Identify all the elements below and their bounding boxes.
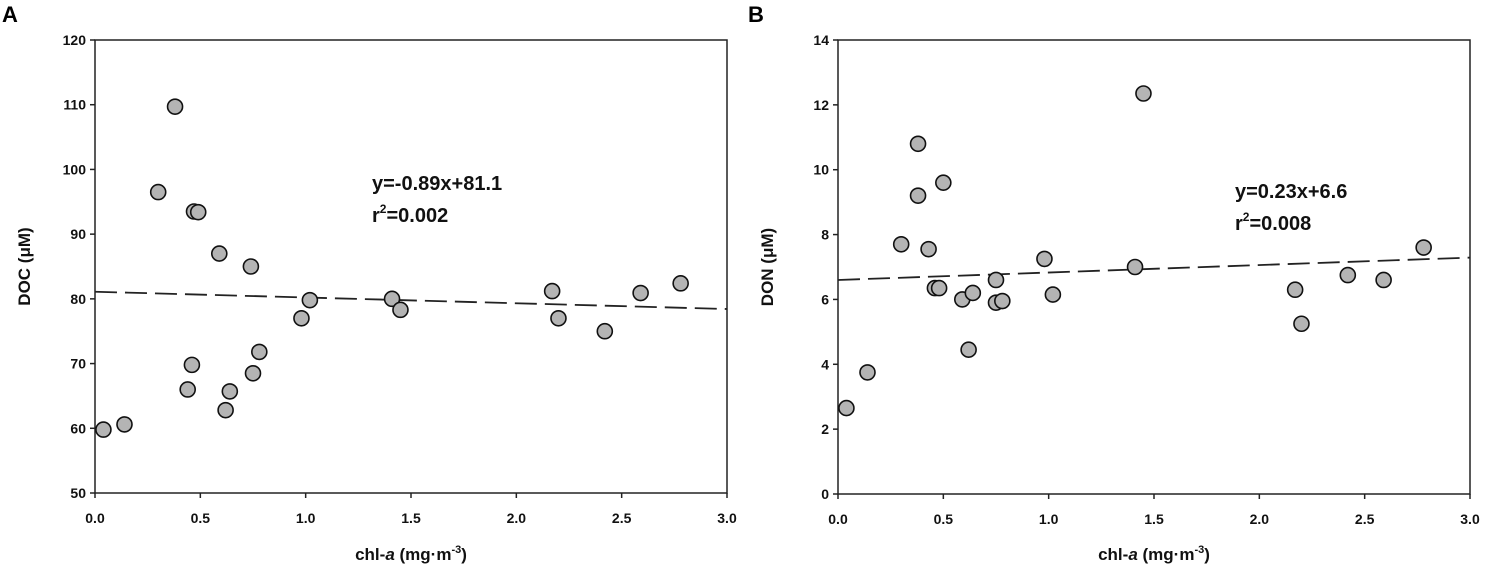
- x-tick-label: 1.0: [296, 510, 316, 526]
- data-point: [95, 421, 112, 438]
- y-axis-label: DOC (μM): [15, 227, 34, 305]
- panel-label: B: [748, 2, 764, 27]
- data-point: [1044, 286, 1062, 303]
- data-point: [1375, 271, 1392, 289]
- r-squared: r2=0.002: [372, 202, 448, 227]
- data-point: [383, 290, 401, 308]
- data-point: [930, 279, 948, 297]
- data-point: [672, 275, 689, 292]
- data-point: [1126, 258, 1144, 276]
- data-point: [210, 245, 228, 262]
- data-point: [909, 187, 927, 204]
- data-point: [217, 401, 234, 419]
- data-point: [1135, 85, 1152, 102]
- data-point: [392, 301, 409, 319]
- data-point: [149, 183, 167, 201]
- data-point: [166, 98, 184, 115]
- y-tick-label: 80: [70, 291, 86, 307]
- data-point: [632, 284, 649, 302]
- y-tick-label: 90: [70, 226, 86, 242]
- y-tick-label: 12: [813, 97, 829, 113]
- plot-frame: [837, 39, 1471, 495]
- data-point: [838, 399, 855, 417]
- x-tick-label: 2.5: [1355, 511, 1375, 527]
- y-tick-label: 4: [821, 356, 829, 372]
- y-tick-label: 60: [70, 420, 86, 436]
- y-tick-label: 14: [813, 32, 829, 48]
- x-tick-label: 3.0: [1460, 511, 1480, 527]
- data-point: [1339, 266, 1357, 284]
- data-point: [301, 291, 319, 309]
- data-point: [183, 356, 201, 374]
- data-point: [909, 135, 927, 153]
- regression-equation: y=0.23x+6.6: [1235, 181, 1347, 203]
- x-tick-label: 0.5: [191, 510, 211, 526]
- data-point: [596, 322, 614, 340]
- x-tick-label: 2.5: [612, 510, 632, 526]
- x-tick-label: 0.0: [828, 511, 848, 527]
- data-point: [242, 258, 260, 275]
- data-point: [179, 381, 196, 398]
- data-point: [1293, 315, 1310, 333]
- x-tick-label: 1.0: [1039, 511, 1059, 527]
- x-tick-label: 1.5: [401, 510, 421, 526]
- data-point: [550, 309, 567, 327]
- x-axis-label: chl-a (mg·m-3): [1098, 544, 1210, 564]
- data-point: [1415, 239, 1432, 256]
- data-point: [543, 282, 561, 300]
- data-point: [1286, 281, 1304, 299]
- y-tick-label: 110: [63, 97, 86, 113]
- x-tick-label: 3.0: [717, 510, 737, 526]
- data-point: [189, 203, 207, 221]
- data-point: [987, 271, 1005, 289]
- y-tick-label: 100: [63, 161, 87, 177]
- y-tick-label: 8: [821, 227, 829, 243]
- panel-label: A: [2, 2, 18, 27]
- x-axis-label: chl-a (mg·m-3): [355, 544, 467, 564]
- data-point: [293, 309, 310, 327]
- data-point: [994, 292, 1011, 310]
- x-tick-label: 1.5: [1144, 511, 1164, 527]
- y-tick-label: 6: [821, 291, 829, 307]
- r-squared: r2=0.008: [1235, 210, 1311, 235]
- data-point: [892, 236, 910, 253]
- y-tick-label: 70: [70, 356, 86, 372]
- data-point: [960, 341, 977, 358]
- y-tick-label: 50: [70, 485, 86, 501]
- regression-line: [94, 290, 728, 310]
- regression-equation: y=-0.89x+81.1: [372, 173, 502, 195]
- data-point: [251, 343, 268, 361]
- data-point: [859, 364, 876, 381]
- y-tick-label: 0: [821, 486, 829, 502]
- panel-a: A 50 60 70 80 90 100 110 120 0.0 0.5 1.0 1.5 2.0 2.5 3.…: [2, 2, 737, 564]
- data-point: [116, 416, 133, 433]
- x-tick-label: 0.5: [934, 511, 954, 527]
- y-tick-label: 120: [63, 32, 87, 48]
- data-point: [221, 383, 239, 400]
- data-point: [920, 240, 937, 258]
- x-tick-label: 2.0: [507, 510, 527, 526]
- y-axis-label: DON (μM): [758, 228, 777, 306]
- data-point: [935, 174, 952, 191]
- y-tick-label: 2: [821, 421, 829, 437]
- x-tick-label: 2.0: [1250, 511, 1270, 527]
- x-tick-label: 0.0: [85, 510, 105, 526]
- data-point: [244, 364, 262, 382]
- data-point: [964, 284, 982, 302]
- data-point: [1036, 250, 1053, 268]
- plot-frame: [94, 39, 728, 494]
- regression-line: [837, 256, 1471, 281]
- y-tick-label: 10: [813, 162, 829, 178]
- panel-b: B 0 2 4 6 8 10 12 14 0.0 0.5 1.0 1.5 2.0 2.5 3.0 DON (μM…: [748, 2, 1480, 564]
